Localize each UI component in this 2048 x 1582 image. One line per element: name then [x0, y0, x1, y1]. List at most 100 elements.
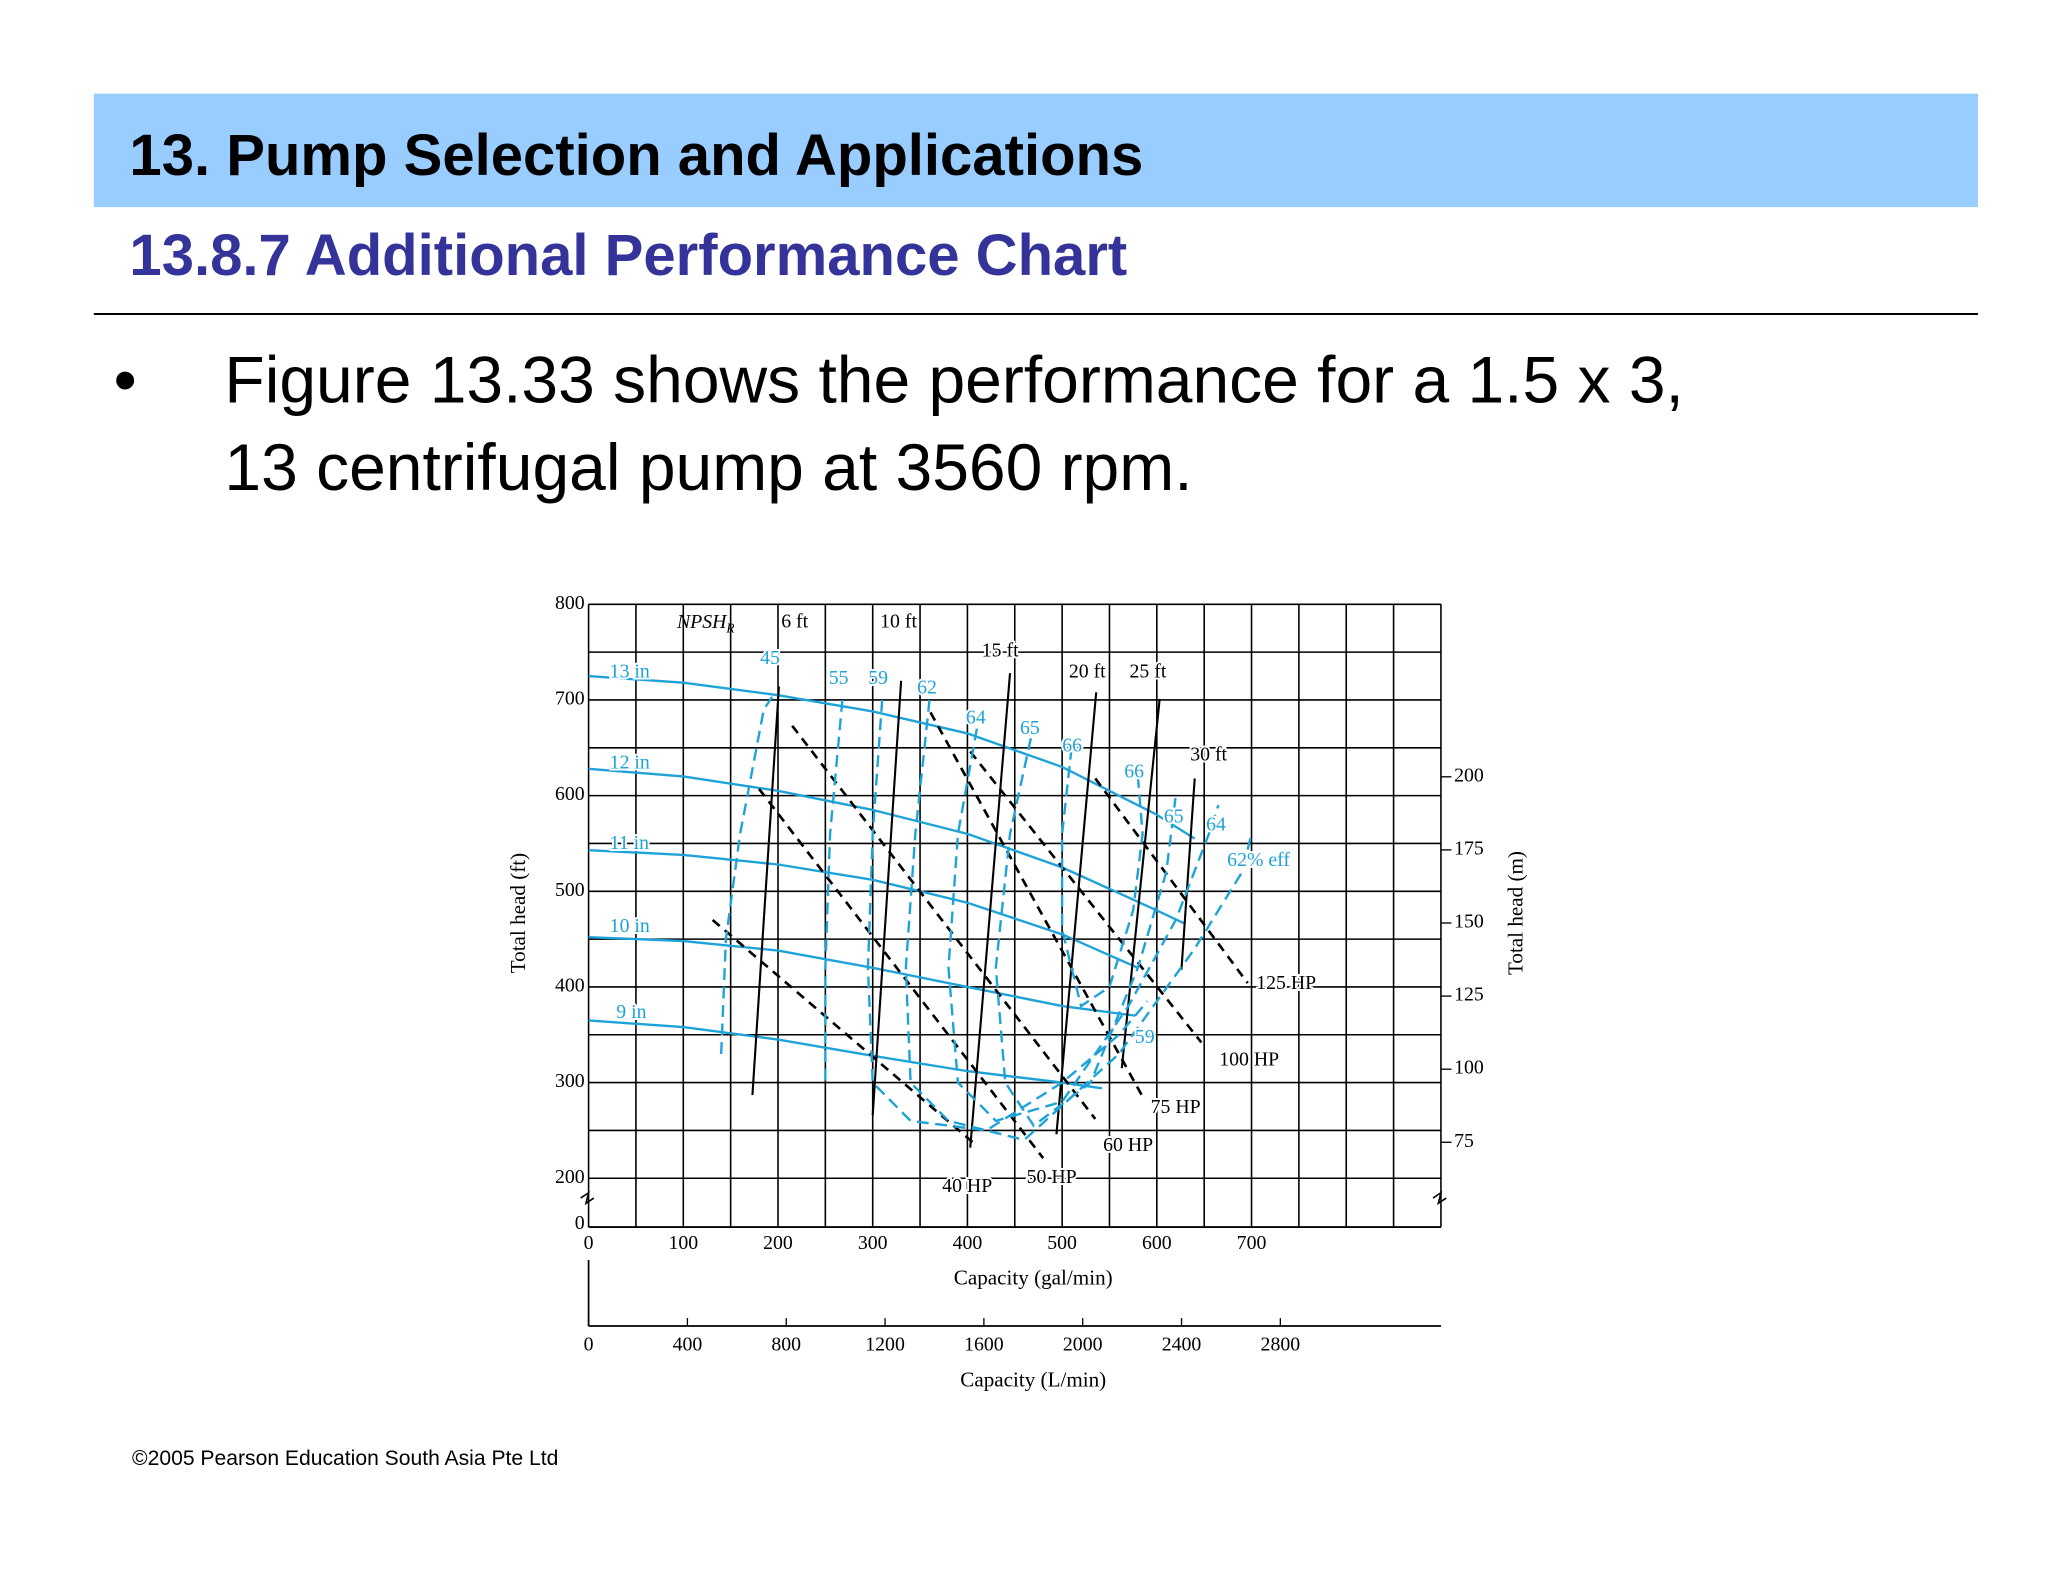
- bullet-line: Figure 13.33 shows the performance for a…: [224, 343, 1683, 417]
- pump-chart: 0 100 200 300 400 500 600 700 200 300 400 500 600 700…: [506, 592, 1527, 1391]
- efficiency-curve: [866, 699, 1149, 1132]
- power-curve-label: 125 HP: [1256, 972, 1316, 994]
- y-tick-label: 600: [555, 783, 585, 805]
- y2-axis-label: Total head (m): [1503, 851, 1527, 975]
- y-tick-label: 700: [555, 688, 585, 710]
- efficiency-note: 62% eff: [1227, 849, 1290, 871]
- npsh-curve: [871, 680, 903, 1116]
- power-curve-label: 60 HP: [1103, 1134, 1153, 1156]
- x-tick-label: 100: [668, 1232, 698, 1254]
- y-axis-label: Total head (ft): [506, 853, 530, 973]
- y2-tick-label: 75: [1454, 1130, 1474, 1152]
- npsh-title: NPSHR: [676, 610, 735, 635]
- header-band: [93, 93, 1978, 208]
- efficiency-curve-label: 65: [1020, 717, 1040, 739]
- impeller-curve-label: 12 in: [610, 751, 650, 773]
- y-tick-label: 400: [555, 974, 585, 996]
- power-curve: [711, 918, 978, 1147]
- x2-tick-label: 2400: [1162, 1333, 1202, 1355]
- y2-tick-label: 150: [1454, 911, 1484, 933]
- efficiency-curve: [1060, 747, 1144, 1009]
- impeller-curve: [588, 1019, 1103, 1090]
- npsh-curve: [751, 686, 780, 1096]
- power-curve-label: 40 HP: [942, 1175, 992, 1197]
- efficiency-curve-label: 59: [1135, 1026, 1155, 1048]
- power-curve-label: 100 HP: [1219, 1048, 1279, 1070]
- efficiency-curve-label: 55: [829, 667, 849, 689]
- y-tick-label: 200: [555, 1166, 585, 1188]
- x-tick-label: 200: [763, 1232, 793, 1254]
- bullet: •: [114, 343, 137, 417]
- power-curve-label: 50 HP: [1027, 1166, 1077, 1188]
- axis-break: [580, 1190, 595, 1206]
- x2-tick-label: 1600: [964, 1333, 1004, 1355]
- npsh-title-main: NPSH: [676, 610, 728, 632]
- efficiency-curve-label: 45: [760, 647, 780, 669]
- impeller-curve-label: 10 in: [610, 915, 650, 937]
- x-tick-label: 300: [858, 1232, 888, 1254]
- x-tick-label: 700: [1237, 1232, 1267, 1254]
- x2-tick-label: 800: [771, 1333, 801, 1355]
- power-curve: [1094, 777, 1249, 984]
- x-tick-label: 500: [1047, 1232, 1077, 1254]
- y2-tick-label: 200: [1454, 764, 1484, 786]
- y2-tick-label: 175: [1454, 837, 1484, 859]
- power-curve: [929, 711, 1143, 1096]
- efficiency-curve-label: 62: [917, 676, 937, 698]
- slide-title: 13. Pump Selection and Applications: [129, 123, 1143, 188]
- power-curve: [969, 750, 1203, 1044]
- efficiency-curve-label: 64: [966, 707, 986, 729]
- impeller-curve: [588, 767, 1186, 925]
- impeller-curve-label: 11 in: [610, 832, 649, 854]
- npsh-curve-label: 25 ft: [1130, 660, 1167, 682]
- slide-subtitle: 13.8.7 Additional Performance Chart: [129, 223, 1127, 288]
- power-curve-label: 75 HP: [1151, 1096, 1201, 1118]
- efficiency-curve: [947, 728, 1220, 1123]
- power-curve: [758, 788, 1045, 1159]
- x-tick-label: 600: [1142, 1232, 1172, 1254]
- efficiency-curve: [824, 699, 844, 1083]
- x2-tick-label: 2000: [1063, 1333, 1103, 1355]
- impeller-curve-label: 9 in: [616, 1001, 646, 1023]
- npsh-title-sub: R: [725, 620, 734, 635]
- npsh-curve: [969, 673, 1012, 1148]
- efficiency-curve: [719, 694, 775, 1054]
- efficiency-curve-label: 59: [868, 667, 888, 689]
- impeller-curve: [588, 936, 1136, 1017]
- power-curve: [791, 724, 1097, 1120]
- efficiency-curve-label: 66: [1062, 734, 1082, 756]
- axis-break: [1432, 1190, 1447, 1206]
- y2-tick-label: 100: [1454, 1057, 1484, 1079]
- x2-tick-label: 0: [584, 1333, 594, 1355]
- y-tick-label: 300: [555, 1070, 585, 1092]
- efficiency-curve-label: 65: [1164, 806, 1184, 828]
- efficiency-curve: [994, 737, 1177, 1128]
- npsh-curve: [1180, 778, 1196, 970]
- x-axis-label: Capacity (gal/min): [954, 1266, 1113, 1290]
- efficiency-curve-label: 66: [1124, 761, 1144, 783]
- y-tick-label: 800: [555, 592, 585, 614]
- footer: ©2005 Pearson Education South Asia Pte L…: [132, 1447, 558, 1470]
- x2-axis-label: Capacity (L/min): [960, 1367, 1106, 1391]
- impeller-curve: [588, 674, 1196, 840]
- impeller-curve-label: 13 in: [610, 660, 650, 682]
- bullet-line: 13 centrifugal pump at 3560 rpm.: [224, 430, 1192, 504]
- npsh-curve-label: 6 ft: [781, 610, 808, 632]
- x-tick-label: 0: [584, 1232, 594, 1254]
- y2-tick-label: 125: [1454, 984, 1484, 1006]
- impeller-curve: [588, 848, 1139, 969]
- efficiency-curve: [904, 699, 1253, 1142]
- npsh-curve: [1120, 698, 1161, 1069]
- x-tick-label: 400: [953, 1232, 983, 1254]
- npsh-curve: [1055, 692, 1098, 1135]
- efficiency-curve-label: 64: [1206, 814, 1226, 836]
- x2-tick-label: 400: [673, 1333, 703, 1355]
- npsh-curve-label: 20 ft: [1069, 660, 1106, 682]
- npsh-curve-label: 15 ft: [982, 639, 1019, 661]
- npsh-curve-label: 10 ft: [880, 610, 917, 632]
- npsh-curve-label: 30 ft: [1190, 744, 1227, 766]
- y-tick-label: 0: [575, 1212, 585, 1234]
- y-tick-label: 500: [555, 879, 585, 901]
- x2-tick-label: 2800: [1261, 1333, 1301, 1355]
